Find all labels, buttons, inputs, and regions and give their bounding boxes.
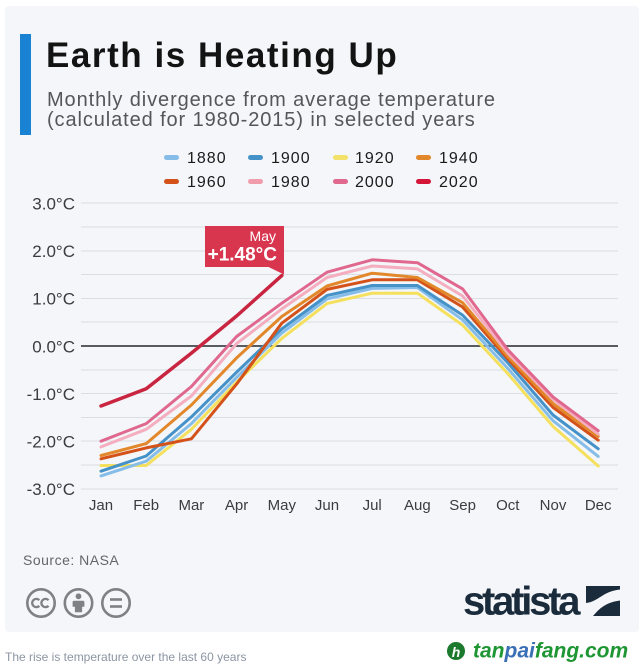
svg-text:2.0°C: 2.0°C [32, 242, 75, 261]
svg-text:-2.0°C: -2.0°C [27, 433, 75, 452]
svg-text:Nov: Nov [540, 497, 567, 514]
svg-text:Feb: Feb [133, 497, 159, 514]
svg-text:Mar: Mar [178, 497, 204, 514]
svg-text:Dec: Dec [585, 497, 612, 514]
svg-text:Jan: Jan [89, 497, 113, 514]
svg-text:-1.0°C: -1.0°C [27, 385, 75, 404]
svg-text:Oct: Oct [496, 497, 520, 514]
svg-text:statista: statista [463, 580, 581, 624]
svg-text:+1.48°C: +1.48°C [208, 245, 278, 266]
svg-text:0.0°C: 0.0°C [32, 337, 75, 356]
svg-text:Aug: Aug [404, 497, 431, 514]
svg-text:3.0°C: 3.0°C [32, 195, 75, 214]
svg-text:May: May [250, 228, 276, 244]
svg-text:tanpaifang.com: tanpaifang.com [473, 640, 628, 663]
svg-text:May: May [268, 497, 297, 514]
svg-text:Jul: Jul [363, 497, 382, 514]
svg-text:-3.0°C: -3.0°C [27, 480, 75, 499]
svg-text:Jun: Jun [315, 497, 339, 514]
svg-text:h: h [452, 644, 461, 660]
svg-text:Sep: Sep [449, 497, 476, 514]
svg-text:Apr: Apr [225, 497, 248, 514]
svg-text:1.0°C: 1.0°C [32, 290, 75, 309]
